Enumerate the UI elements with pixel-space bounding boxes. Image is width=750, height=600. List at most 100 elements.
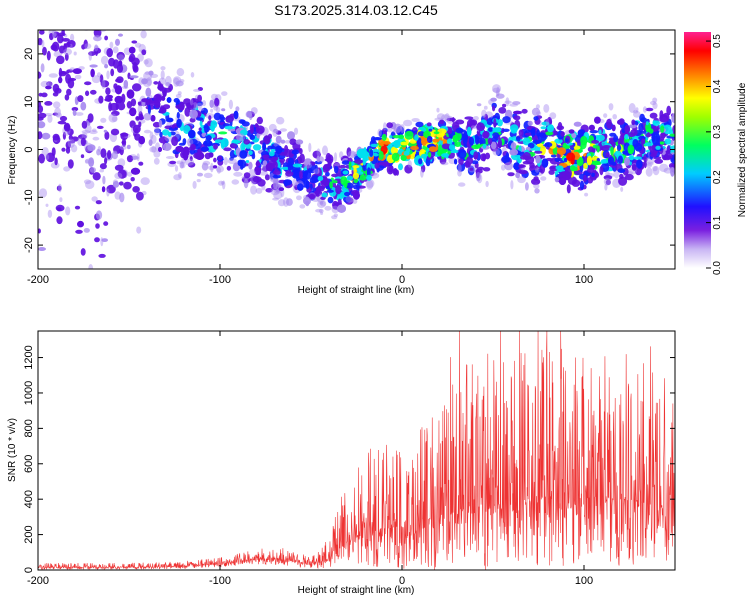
- heatmap-cell: [659, 114, 669, 123]
- heatmap-cell: [447, 150, 451, 155]
- heatmap-cell: [176, 111, 180, 119]
- heatmap-cell: [115, 38, 120, 46]
- heatmap-cell: [318, 168, 322, 178]
- heatmap-cell: [90, 19, 96, 25]
- heatmap-cell: [92, 0, 96, 2]
- heatmap-cell: [566, 152, 576, 162]
- heatmap-cell: [518, 164, 525, 168]
- heatmap-cell: [52, 133, 60, 141]
- heatmap-cell: [596, 145, 600, 153]
- heatmap-cell: [525, 182, 529, 191]
- heatmap-cell: [319, 201, 324, 205]
- heatmap-cell: [67, 78, 75, 89]
- heatmap-cell: [38, 71, 42, 79]
- heatmap-cell: [454, 158, 458, 165]
- heatmap-cell: [547, 124, 555, 133]
- heatmap-cell: [549, 112, 557, 120]
- heatmap-cell: [209, 99, 214, 109]
- heatmap-cell: [153, 150, 161, 158]
- heatmap-cell: [628, 103, 636, 113]
- heatmap-cell: [252, 176, 262, 183]
- heatmap-cell: [106, 184, 116, 194]
- heatmap-cell: [299, 177, 306, 185]
- heatmap-cell: [235, 106, 240, 112]
- heatmap-cell: [171, 136, 179, 147]
- heatmap-cell: [350, 161, 355, 167]
- heatmap-cell: [84, 81, 92, 86]
- heatmap-cell: [293, 127, 299, 135]
- heatmap-cell: [165, 75, 172, 86]
- heatmap-cell: [187, 162, 196, 168]
- heatmap-cell: [188, 129, 196, 139]
- heatmap-cell: [127, 72, 131, 80]
- heatmap-cell: [84, 43, 92, 49]
- heatmap-cell: [501, 164, 506, 171]
- heatmap-cell: [89, 167, 95, 175]
- heatmap-cell: [527, 120, 533, 126]
- heatmap-cell: [114, 85, 123, 95]
- heatmap-cell: [38, 153, 45, 164]
- heatmap-cell: [370, 172, 380, 179]
- heatmap-cell: [103, 129, 108, 133]
- heatmap-cell: [90, 296, 98, 300]
- heatmap-cell: [41, 39, 45, 48]
- heatmap-cell: [57, 34, 64, 44]
- heatmap-cell: [53, 101, 61, 109]
- heatmap-cell: [641, 138, 646, 145]
- colorbar-ticks: 0.0 0.1 0.2 0.3 0.4 0.5: [706, 34, 723, 275]
- spectrogram-x-ticks: -200 -100 0 100: [27, 30, 593, 286]
- heatmap-cell: [40, 80, 50, 88]
- heatmap-cell: [404, 164, 413, 174]
- heatmap-cell: [344, 196, 351, 200]
- heatmap-cell: [80, 248, 86, 256]
- heatmap-cell: [275, 145, 283, 154]
- y-tick-label: 200: [23, 525, 35, 543]
- heatmap-cell: [591, 140, 599, 144]
- heatmap-cell: [518, 169, 528, 175]
- heatmap-cell: [283, 148, 292, 158]
- heatmap-cell: [262, 142, 266, 152]
- heatmap-cell: [112, 46, 119, 54]
- heatmap-cell: [87, 144, 96, 152]
- heatmap-cell: [320, 200, 327, 207]
- heatmap-cell: [591, 160, 601, 166]
- heatmap-cell: [208, 165, 215, 171]
- heatmap-cell: [492, 132, 500, 139]
- heatmap-cell: [114, 191, 121, 200]
- heatmap-cell: [175, 93, 182, 99]
- heatmap-cell: [635, 107, 639, 112]
- heatmap-cell: [558, 177, 567, 185]
- heatmap-cell: [177, 91, 182, 96]
- heatmap-cell: [106, 70, 110, 80]
- heatmap-cell: [246, 110, 253, 118]
- heatmap-cell: [548, 169, 555, 175]
- heatmap-cell: [440, 161, 449, 166]
- heatmap-cell: [92, 172, 101, 181]
- heatmap-cell: [531, 107, 541, 116]
- heatmap-cell: [605, 171, 610, 177]
- heatmap-cell: [441, 143, 451, 150]
- heatmap-cell: [493, 118, 497, 128]
- heatmap-cell: [90, 68, 95, 78]
- heatmap-cell: [162, 129, 170, 136]
- heatmap-cell: [596, 134, 605, 142]
- snr-y-ticks: 0 200 400 600 800 1000 1200: [23, 345, 675, 573]
- heatmap-cell: [83, 228, 90, 233]
- heatmap-cell: [116, 0, 122, 5]
- heatmap-cell: [540, 145, 546, 156]
- heatmap-cell: [277, 199, 286, 207]
- heatmap-cell: [488, 127, 493, 132]
- heatmap-cell: [545, 131, 554, 136]
- heatmap-cell: [370, 143, 379, 148]
- heatmap-cell: [604, 183, 608, 191]
- heatmap-cell: [393, 140, 401, 149]
- heatmap-cell: [236, 133, 246, 142]
- heatmap-cell: [624, 124, 630, 134]
- heatmap-cell: [550, 154, 557, 158]
- heatmap-cell: [126, 89, 135, 99]
- heatmap-cell: [45, 154, 50, 161]
- heatmap-cell: [513, 162, 520, 170]
- heatmap-cell: [117, 169, 127, 179]
- heatmap-cell: [56, 207, 62, 212]
- heatmap-cell: [482, 153, 486, 162]
